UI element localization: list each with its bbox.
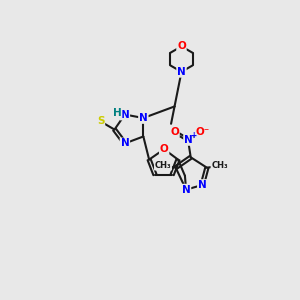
- Text: N: N: [184, 135, 193, 145]
- Text: O: O: [177, 41, 186, 51]
- Text: +: +: [190, 131, 196, 140]
- Text: N: N: [182, 184, 190, 195]
- Text: O⁻: O⁻: [195, 127, 209, 137]
- Text: H: H: [113, 108, 122, 118]
- Text: N: N: [121, 138, 129, 148]
- Text: CH₃: CH₃: [155, 161, 171, 170]
- Text: N: N: [121, 110, 129, 119]
- Text: N: N: [177, 67, 186, 77]
- Text: N: N: [139, 113, 148, 123]
- Text: O: O: [170, 127, 179, 137]
- Text: S: S: [97, 116, 104, 127]
- Text: O: O: [160, 144, 169, 154]
- Text: N: N: [198, 180, 207, 190]
- Text: CH₃: CH₃: [211, 161, 228, 170]
